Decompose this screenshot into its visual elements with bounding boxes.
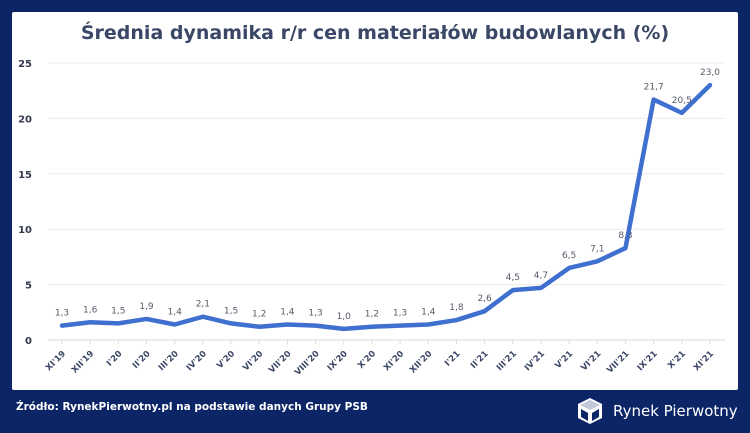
data-label: 4,5 — [506, 273, 520, 283]
data-point — [709, 84, 711, 87]
y-tick-label: 0 — [25, 336, 32, 347]
x-tick-label: X'21 — [666, 349, 688, 371]
data-point — [286, 323, 289, 326]
data-point — [680, 111, 683, 114]
data-label: 1,3 — [55, 309, 69, 319]
data-point — [145, 317, 148, 320]
x-tick-label: XI'19 — [44, 349, 68, 373]
data-label: 21,7 — [644, 83, 664, 93]
cube-logo-icon — [578, 398, 602, 424]
y-tick-label: 15 — [18, 170, 32, 181]
data-label: 1,2 — [365, 310, 379, 320]
data-point — [652, 98, 655, 101]
x-tick-label: IV'20 — [185, 349, 209, 373]
x-tick-label: III'21 — [495, 349, 519, 373]
x-tick-label: X'20 — [356, 349, 378, 371]
x-tick-label: XII'19 — [70, 349, 96, 375]
x-tick-label: IX'20 — [326, 349, 350, 373]
data-point — [455, 319, 458, 322]
data-point — [342, 327, 345, 330]
x-tick-label: IX'21 — [636, 349, 660, 373]
x-tick-label: V'20 — [215, 349, 237, 371]
chart-title: Średnia dynamika r/r cen materiałów budo… — [80, 22, 670, 44]
data-label: 7,1 — [590, 244, 604, 254]
data-point — [61, 324, 63, 327]
x-tick-label: IV'21 — [523, 349, 547, 373]
logo-text: Rynek Pierwotny — [613, 402, 738, 420]
data-label: 1,2 — [252, 310, 266, 320]
data-label: 1,0 — [337, 312, 352, 322]
data-label: 1,5 — [111, 306, 125, 316]
data-point — [117, 322, 120, 325]
x-tick-label: VI'21 — [579, 349, 603, 373]
source-note: Źródło: RynekPierwotny.pl na podstawie d… — [16, 401, 368, 413]
data-point — [596, 260, 599, 263]
x-tick-label: II'20 — [131, 349, 153, 371]
data-point — [173, 323, 176, 326]
y-tick-label: 5 — [25, 281, 32, 292]
data-point — [230, 322, 233, 325]
x-tick-label: XI'21 — [692, 349, 716, 373]
series-line — [59, 82, 713, 332]
data-point — [370, 325, 373, 328]
x-tick-label: III'20 — [157, 349, 181, 373]
data-point — [483, 310, 486, 313]
data-point — [89, 321, 92, 324]
y-tick-label: 10 — [18, 225, 32, 236]
data-label: 1,6 — [83, 305, 98, 315]
data-label: 20,5 — [672, 96, 692, 106]
data-label: 1,4 — [168, 307, 183, 317]
data-point — [568, 266, 571, 269]
x-tick-label: XII'20 — [408, 349, 434, 375]
data-point — [201, 315, 204, 318]
x-tick-label: VIII'20 — [293, 349, 322, 378]
x-tick-label: XI'20 — [382, 349, 406, 373]
data-point — [624, 247, 627, 250]
data-label: 23,0 — [700, 68, 720, 78]
y-tick-label: 20 — [18, 114, 32, 125]
data-label: 1,9 — [139, 302, 154, 312]
x-tick-label: I'20 — [105, 349, 125, 369]
data-label: 6,5 — [562, 251, 576, 261]
data-label: 8,3 — [618, 231, 632, 241]
data-label: 1,5 — [224, 306, 238, 316]
data-label: 1,3 — [393, 309, 407, 319]
x-tick-label: II'21 — [469, 349, 491, 371]
data-label: 2,6 — [477, 294, 492, 304]
data-label: 2,1 — [196, 300, 210, 310]
logo: Rynek Pierwotny — [575, 396, 738, 426]
data-label: 1,4 — [280, 307, 295, 317]
x-tick-label: VII'21 — [605, 349, 631, 375]
data-label: 4,7 — [534, 271, 548, 281]
x-tick-label: VI'20 — [241, 349, 265, 373]
data-point — [539, 286, 542, 289]
data-point — [314, 324, 317, 327]
data-label: 1,3 — [308, 309, 322, 319]
data-point — [427, 323, 430, 326]
y-tick-label: 25 — [18, 59, 32, 70]
data-point — [511, 289, 514, 292]
x-tick-label: V'21 — [553, 349, 575, 371]
x-tick-label: I'21 — [443, 349, 463, 369]
data-point — [258, 325, 261, 328]
data-label: 1,4 — [421, 307, 436, 317]
x-tick-label: VII'20 — [267, 349, 293, 375]
data-label: 1,8 — [449, 303, 464, 313]
data-point — [399, 324, 402, 327]
